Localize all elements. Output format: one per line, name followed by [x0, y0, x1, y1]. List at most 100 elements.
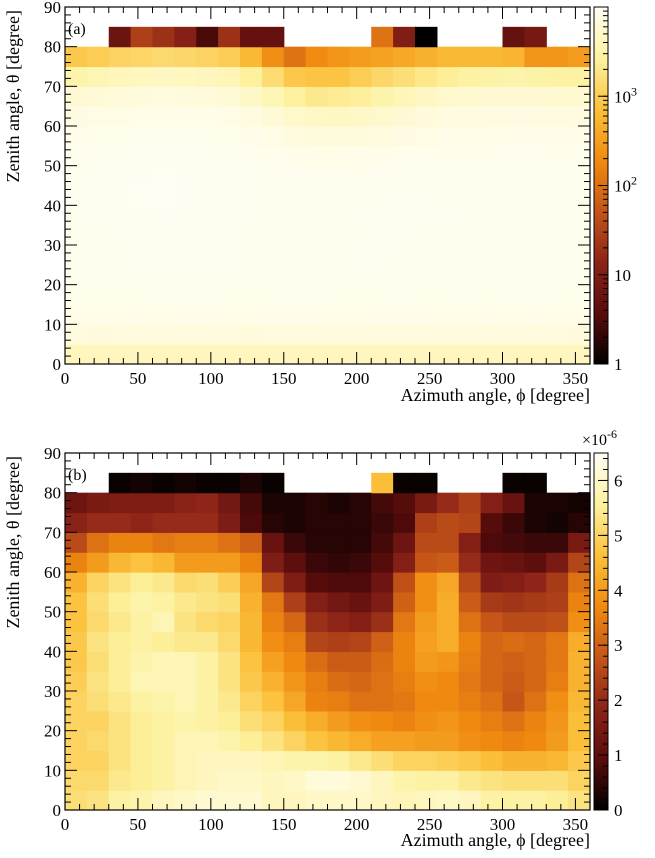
heatmap-cell [240, 185, 263, 206]
heatmap-cell [393, 532, 416, 553]
colorbar-segment [594, 286, 608, 291]
colorbar-segment [594, 343, 608, 347]
heatmap-cell [261, 86, 285, 107]
colorbar-segment [594, 482, 608, 487]
heatmap-cell [65, 264, 88, 286]
heatmap-cell [174, 66, 197, 87]
colorbar-segment [594, 563, 608, 567]
heatmap-cell [261, 790, 285, 811]
heatmap-cell [240, 344, 263, 365]
heatmap-cell [415, 770, 438, 791]
colorbar-segment [594, 512, 608, 516]
x-tick-label: 200 [344, 815, 370, 834]
heatmap-cell [458, 324, 482, 345]
heatmap-cell [218, 324, 241, 345]
colorbar-segment [594, 117, 608, 121]
colorbar-segment [594, 176, 608, 181]
heatmap-cell [393, 572, 416, 593]
heatmap-cell [152, 284, 175, 306]
colorbar-segment [594, 200, 608, 204]
heatmap-cell [240, 512, 263, 533]
heatmap-cell [65, 671, 88, 692]
y-tick-label: 80 [44, 38, 61, 57]
heatmap-cell [524, 532, 547, 553]
heatmap-cell [261, 46, 285, 68]
colorbar-segment [594, 673, 608, 677]
heatmap-cell [283, 165, 307, 187]
colorbar-segment [594, 30, 608, 35]
heatmap-cell [218, 205, 241, 226]
heatmap-cell [480, 264, 504, 286]
heatmap-cell [568, 532, 591, 553]
heatmap-cell [305, 572, 329, 593]
colorbar-segment [594, 256, 608, 261]
colorbar-segment [594, 771, 608, 775]
colorbar-segment [594, 714, 608, 719]
y-tick-label: 70 [44, 523, 61, 542]
heatmap-cell [349, 304, 372, 325]
heatmap-cell [86, 750, 110, 771]
heatmap-cell [108, 126, 132, 147]
heatmap-cell [108, 770, 132, 791]
x-tick-label: 150 [271, 369, 297, 388]
heatmap-cell [568, 691, 591, 712]
heatmap-cell [349, 126, 372, 147]
heatmap-cell [152, 631, 175, 652]
colorbar-segment [594, 500, 608, 505]
colorbar-segment [594, 108, 608, 112]
heatmap-cell [546, 264, 569, 286]
x-tick-label: 50 [129, 369, 146, 388]
colorbar-segment [594, 69, 608, 73]
heatmap-cell [108, 205, 132, 226]
heatmap-cell [305, 651, 329, 672]
colorbar-segment [594, 604, 608, 609]
heatmap-cell [371, 165, 394, 187]
colorbar-segment [594, 569, 608, 573]
colorbar-segment [594, 12, 608, 17]
heatmap-cell [327, 492, 350, 514]
heatmap-cell [546, 106, 569, 127]
heatmap-cell [196, 66, 219, 87]
heatmap-cell [130, 344, 154, 365]
heatmap-cell [283, 631, 307, 652]
heatmap-cell [130, 126, 154, 147]
heatmap-cell [568, 225, 591, 246]
heatmap-cell [174, 324, 197, 345]
colorbar-segment [594, 557, 608, 561]
heatmap-cell [218, 26, 241, 48]
heatmap-cell [546, 631, 569, 652]
heatmap-cell [546, 492, 569, 514]
heatmap-cell [130, 472, 154, 494]
x-axis-title-a: Azimuth angle, ϕ [degree] [401, 385, 590, 405]
colorbar-segment [594, 224, 608, 228]
heatmap-cell [261, 591, 285, 613]
heatmap-cell [240, 205, 263, 226]
colorbar-segment [594, 33, 608, 38]
heatmap-cell [349, 344, 372, 365]
colorbar-segment [594, 619, 608, 624]
heatmap-cell [393, 126, 416, 147]
heatmap-cell [130, 512, 154, 533]
heatmap-cell [568, 651, 591, 672]
heatmap-cell [327, 66, 350, 87]
heatmap-cell [371, 651, 394, 672]
panel-a: 0 50 100 150 200 250 300 350 0 10 20 30 40 50 60 70 80 9… [3, 0, 637, 405]
colorbar-segment [594, 280, 608, 285]
heatmap-cell [524, 145, 547, 167]
heatmap-cell [240, 86, 263, 107]
x-tick-label: 250 [417, 815, 443, 834]
heatmap-cell [283, 790, 307, 811]
heatmap-cell [480, 66, 504, 87]
colorbar-segment [594, 670, 608, 674]
colorbar-segment [594, 688, 608, 692]
colorbar-segment [594, 485, 608, 490]
heatmap-cell [108, 106, 132, 127]
heatmap-cell [305, 492, 329, 514]
heatmap-cell [524, 572, 547, 593]
heatmap-cell [261, 304, 285, 325]
colorbar-segment [594, 131, 608, 136]
heatmap-cell [415, 46, 438, 68]
heatmap-cell [371, 770, 394, 791]
heatmap-cell [174, 552, 197, 573]
heatmap-cell [174, 344, 197, 365]
